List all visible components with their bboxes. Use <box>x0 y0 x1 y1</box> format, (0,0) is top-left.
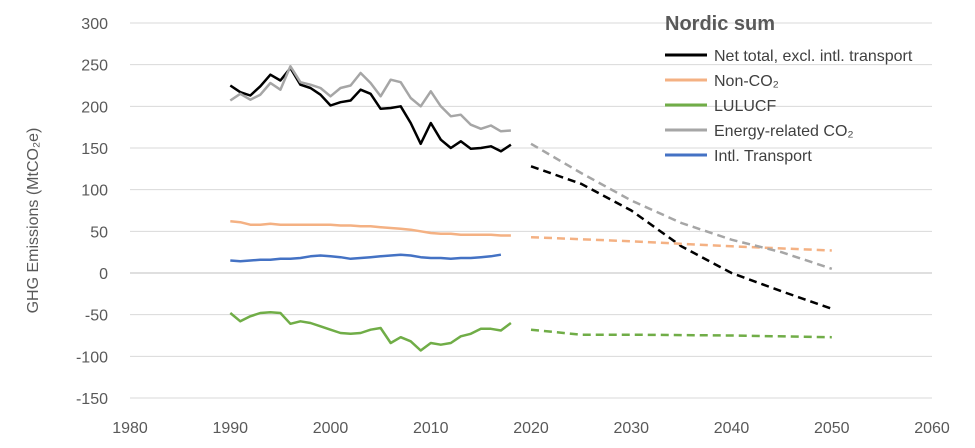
x-tick-label: 2050 <box>814 420 850 437</box>
y-tick-label: 50 <box>90 224 108 241</box>
series-line-intl-transport <box>230 253 502 263</box>
x-tick-label: 1990 <box>212 420 248 437</box>
projection-line-lulucf <box>530 328 832 339</box>
y-tick-label: -50 <box>85 308 108 325</box>
y-axis-title: GHG Emissions (MtCO₂e) <box>25 128 42 314</box>
x-axis-ticks: 1980 1990 2000 2010 2020 2030 2040 2050 2060 <box>112 420 950 437</box>
legend-label: Non-CO₂ <box>714 73 779 90</box>
y-tick-label: 200 <box>81 99 108 116</box>
x-tick-label: 2030 <box>613 420 649 437</box>
x-tick-label: 1980 <box>112 420 148 437</box>
y-tick-label: -100 <box>76 349 108 366</box>
chart-title: Nordic sum <box>665 13 775 35</box>
x-tick-label: 2010 <box>413 420 449 437</box>
legend-label: Energy-related CO₂ <box>714 123 854 140</box>
projection-line-energy-related-co <box>530 142 833 270</box>
series-line-lulucf <box>229 310 512 352</box>
x-tick-label: 2020 <box>513 420 549 437</box>
legend-label: Net total, excl. intl. transport <box>714 48 913 65</box>
projection-line-non-co <box>530 235 832 252</box>
gridlines <box>130 22 932 399</box>
y-tick-label: -150 <box>76 391 108 408</box>
y-axis-ticks: 300 250 200 150 100 50 0 -50 -100 -150 <box>76 16 108 408</box>
legend: Net total, excl. intl. transport Non-CO₂ L… <box>665 48 913 165</box>
series-lines <box>229 65 833 352</box>
y-tick-label: 0 <box>99 266 108 283</box>
series-line-non-co <box>230 220 511 237</box>
y-tick-label: 150 <box>81 141 108 158</box>
x-tick-label: 2040 <box>714 420 750 437</box>
y-tick-label: 300 <box>81 16 108 33</box>
projection-line-net-total-excl-intl-transport <box>530 165 833 310</box>
x-tick-label: 2000 <box>313 420 349 437</box>
x-tick-label: 2060 <box>914 420 950 437</box>
y-tick-label: 100 <box>81 183 108 200</box>
series-line-net-total-excl-intl-transport <box>229 66 512 153</box>
series-line-energy-related-co <box>229 65 511 133</box>
legend-label: Intl. Transport <box>714 148 812 165</box>
legend-label: LULUCF <box>714 98 776 115</box>
y-tick-label: 250 <box>81 58 108 75</box>
